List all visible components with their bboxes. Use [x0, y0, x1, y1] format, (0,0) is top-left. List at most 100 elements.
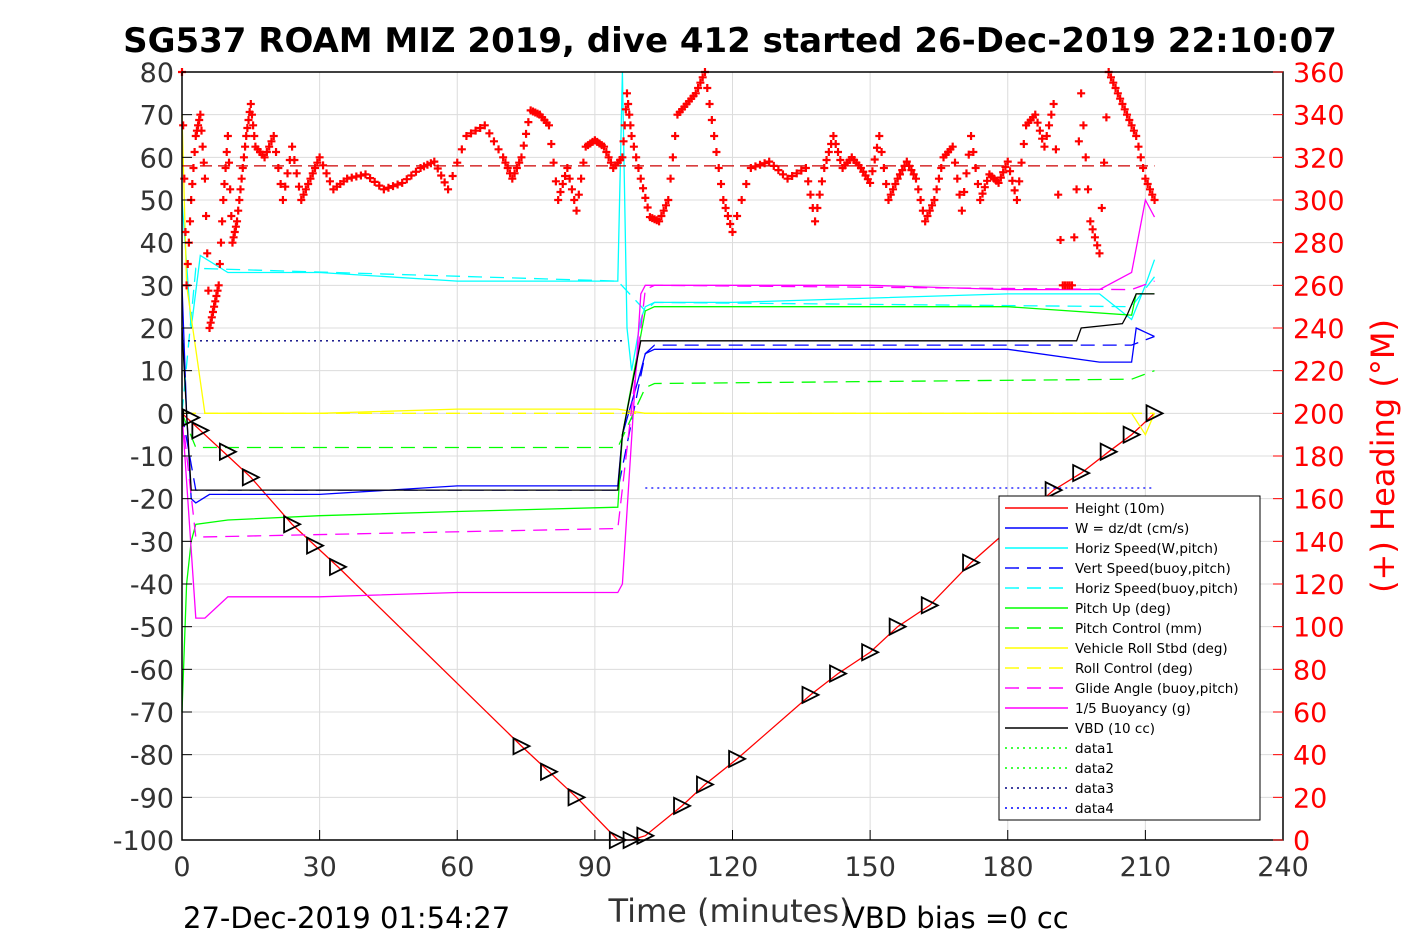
x-tick-label: 240 [1257, 852, 1309, 883]
heading-point [503, 164, 512, 172]
heading-point [1003, 157, 1012, 166]
heading-point [1095, 249, 1104, 258]
legend-label-3: Vert Speed(buoy,pitch) [1075, 561, 1231, 577]
depth-marker [920, 595, 940, 615]
heading-point [315, 153, 324, 162]
heading-point [1017, 158, 1026, 167]
heading-point [246, 100, 255, 108]
x-tick-label: 120 [707, 852, 759, 883]
heading-point [1102, 113, 1111, 122]
heading-point [545, 121, 553, 130]
depth-marker [283, 514, 303, 534]
heading-point [710, 132, 719, 140]
heading-point [297, 196, 306, 204]
heading-point [666, 174, 675, 183]
heading-point [604, 153, 613, 162]
heading-point [831, 140, 840, 148]
heading-point [196, 110, 205, 119]
heading-point [712, 148, 721, 156]
heading-point [624, 100, 633, 108]
legend-label-4: Horiz Speed(buoy,pitch) [1075, 581, 1238, 597]
heading-point [250, 132, 259, 140]
heading-point [223, 132, 232, 140]
heading-point [765, 157, 774, 166]
heading-point [203, 249, 212, 258]
heading-point [510, 169, 519, 178]
heading-point [868, 167, 877, 176]
heading-point [567, 185, 576, 194]
heading-point [726, 220, 735, 228]
heading-point [1070, 233, 1079, 242]
x-tick-label: 180 [982, 852, 1034, 883]
heading-point [208, 308, 217, 316]
heading-point [792, 169, 801, 178]
heading-point [962, 169, 971, 178]
right-tick-label: 320 [1293, 143, 1345, 174]
heading-point [319, 161, 328, 170]
heading-point [969, 148, 978, 156]
heading-point [1145, 185, 1154, 194]
heading-point [622, 89, 631, 98]
heading-point [1086, 217, 1095, 226]
heading-point [1129, 126, 1138, 135]
right-tick-label: 160 [1293, 485, 1345, 516]
heading-point [632, 153, 641, 162]
left-tick-label: 20 [140, 314, 174, 345]
left-tick-label: -100 [113, 826, 174, 857]
heading-point [222, 148, 231, 156]
depth-marker [567, 787, 587, 807]
heading-point [278, 196, 287, 204]
right-tick-label: 80 [1293, 655, 1327, 686]
heading-point [375, 181, 384, 190]
heading-point [499, 153, 508, 162]
heading-point [453, 158, 462, 167]
heading-point [558, 180, 567, 188]
heading-point [1042, 132, 1051, 140]
heading-point [195, 116, 204, 124]
heading-point [983, 176, 992, 185]
depth-marker [306, 536, 326, 556]
heading-point [634, 164, 643, 172]
heading-point [238, 164, 247, 172]
heading-point [811, 217, 820, 226]
depth-marker [962, 553, 982, 573]
heading-point [1033, 118, 1042, 127]
heading-point [229, 233, 238, 242]
heading-point [1049, 100, 1058, 108]
x-axis-label: Time (minutes) [608, 892, 852, 930]
heading-point [211, 297, 220, 306]
heading-point [742, 180, 751, 188]
heading-point [820, 164, 829, 172]
right-tick-label: 60 [1293, 698, 1327, 729]
x-tick-label: 90 [578, 852, 612, 883]
heading-point [306, 174, 315, 183]
heading-point [1051, 145, 1060, 154]
x-tick-label: 30 [302, 852, 336, 883]
heading-point [694, 84, 703, 92]
depth-marker [1099, 442, 1119, 462]
heading-point [873, 143, 882, 152]
depth-marker [861, 642, 881, 662]
right-tick-label: 180 [1293, 442, 1345, 473]
heading-point [1006, 167, 1015, 176]
heading-point [641, 193, 650, 202]
heading-point [519, 141, 528, 150]
heading-point [955, 190, 964, 199]
heading-point [801, 164, 810, 172]
heading-point [602, 148, 611, 156]
legend-label-11: VBD (10 cc) [1075, 721, 1155, 737]
right-tick-label: 200 [1293, 399, 1345, 430]
heading-point [659, 206, 668, 215]
heading-point [508, 174, 517, 183]
heading-point [247, 110, 256, 119]
legend-label-15: data4 [1075, 801, 1114, 817]
heading-point [274, 164, 283, 172]
depth-marker [191, 420, 211, 440]
heading-point [1106, 73, 1115, 82]
left-tick-label: 10 [140, 357, 174, 388]
heading-point [191, 132, 200, 140]
heading-point [214, 281, 223, 290]
heading-point [197, 126, 206, 135]
heading-point [260, 153, 269, 162]
